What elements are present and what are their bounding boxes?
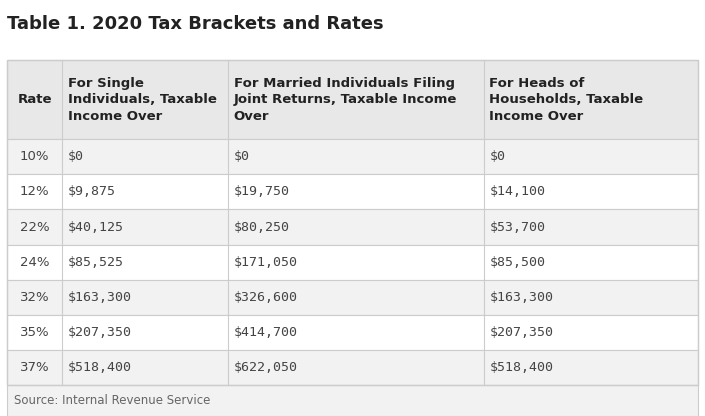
Text: For Heads of
Households, Taxable
Income Over: For Heads of Households, Taxable Income … <box>489 77 644 123</box>
Text: Table 1. 2020 Tax Brackets and Rates: Table 1. 2020 Tax Brackets and Rates <box>7 15 384 32</box>
Text: For Single
Individuals, Taxable
Income Over: For Single Individuals, Taxable Income O… <box>68 77 216 123</box>
Text: Rate: Rate <box>18 93 52 106</box>
Bar <box>7 350 698 385</box>
Text: 35%: 35% <box>20 326 49 339</box>
Text: $53,700: $53,700 <box>489 220 545 233</box>
Bar <box>7 245 698 280</box>
Bar <box>7 174 698 210</box>
Text: $163,300: $163,300 <box>489 291 553 304</box>
Bar <box>7 280 698 314</box>
Text: Source: Internal Revenue Service: Source: Internal Revenue Service <box>14 394 210 407</box>
Text: $40,125: $40,125 <box>68 220 124 233</box>
Text: $85,525: $85,525 <box>68 255 124 269</box>
Text: $207,350: $207,350 <box>489 326 553 339</box>
Text: $518,400: $518,400 <box>68 361 132 374</box>
Text: $518,400: $518,400 <box>489 361 553 374</box>
Text: $326,600: $326,600 <box>233 291 298 304</box>
Text: $207,350: $207,350 <box>68 326 132 339</box>
Text: $163,300: $163,300 <box>68 291 132 304</box>
Text: 22%: 22% <box>20 220 49 233</box>
Text: $171,050: $171,050 <box>233 255 298 269</box>
Text: $14,100: $14,100 <box>489 186 545 198</box>
Text: $19,750: $19,750 <box>233 186 290 198</box>
Text: $622,050: $622,050 <box>233 361 298 374</box>
Text: $0: $0 <box>233 151 250 163</box>
Text: 32%: 32% <box>20 291 49 304</box>
Text: $80,250: $80,250 <box>233 220 290 233</box>
Text: 12%: 12% <box>20 186 49 198</box>
Text: 24%: 24% <box>20 255 49 269</box>
Text: $0: $0 <box>489 151 505 163</box>
Bar <box>7 210 698 245</box>
Text: $85,500: $85,500 <box>489 255 545 269</box>
Text: $0: $0 <box>68 151 84 163</box>
Bar <box>7 385 698 416</box>
Text: $9,875: $9,875 <box>68 186 116 198</box>
Text: For Married Individuals Filing
Joint Returns, Taxable Income
Over: For Married Individuals Filing Joint Ret… <box>233 77 457 123</box>
Text: 10%: 10% <box>20 151 49 163</box>
Text: $414,700: $414,700 <box>233 326 298 339</box>
Bar <box>7 139 698 174</box>
Text: 37%: 37% <box>20 361 49 374</box>
Bar <box>7 314 698 350</box>
